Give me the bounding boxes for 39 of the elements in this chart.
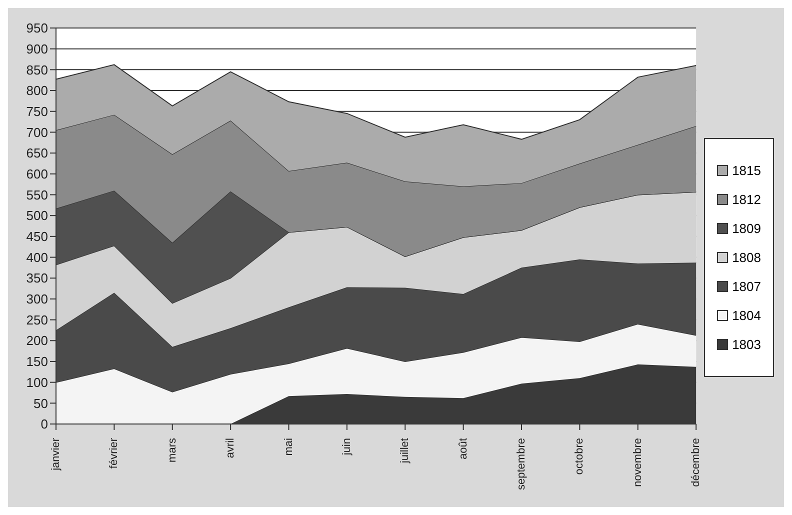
y-tick-label: 650 bbox=[26, 146, 48, 161]
x-tick-label: juillet bbox=[399, 438, 412, 464]
x-tick-label: février bbox=[108, 438, 120, 469]
x-tick-label: juin bbox=[340, 438, 353, 456]
legend-label: 1812 bbox=[732, 192, 761, 207]
y-tick-label: 600 bbox=[26, 166, 48, 182]
y-tick-label: 350 bbox=[26, 270, 48, 286]
y-tick-label: 500 bbox=[26, 208, 48, 224]
legend-label: 1803 bbox=[732, 337, 761, 352]
legend-label: 1815 bbox=[732, 163, 761, 178]
x-tick-label: août bbox=[457, 438, 470, 460]
y-tick-label: 300 bbox=[26, 292, 48, 307]
y-tick-label: 450 bbox=[26, 229, 48, 244]
y-tick-label: 800 bbox=[26, 83, 48, 98]
x-tick-label: septembre bbox=[516, 438, 528, 490]
legend-label: 1804 bbox=[732, 308, 761, 323]
legend-label: 1809 bbox=[732, 221, 761, 236]
x-tick-label: novembre bbox=[632, 438, 644, 487]
y-tick-label: 100 bbox=[26, 374, 48, 390]
y-tick-label: 850 bbox=[26, 62, 48, 78]
x-tick-label: janvier bbox=[50, 438, 62, 472]
x-tick-label: mars bbox=[166, 438, 178, 462]
y-tick-label: 900 bbox=[26, 41, 48, 56]
y-tick-label: 950 bbox=[26, 20, 48, 36]
y-tick-label: 700 bbox=[26, 124, 48, 140]
legend-label: 1808 bbox=[732, 250, 761, 265]
x-tick-label: décembre bbox=[690, 438, 702, 487]
y-tick-label: 50 bbox=[34, 396, 48, 411]
y-tick-label: 200 bbox=[26, 333, 48, 348]
x-tick-label: avril bbox=[224, 438, 237, 458]
x-tick-label: octobre bbox=[574, 438, 586, 475]
y-tick-label: 150 bbox=[26, 354, 48, 370]
y-tick-label: 550 bbox=[26, 187, 48, 202]
y-tick-label: 0 bbox=[40, 416, 48, 432]
legend-label: 1807 bbox=[732, 279, 761, 294]
y-tick-label: 400 bbox=[26, 250, 48, 265]
x-tick-label: mai bbox=[282, 438, 295, 456]
y-tick-label: 750 bbox=[26, 104, 48, 119]
y-tick-label: 250 bbox=[26, 312, 48, 328]
